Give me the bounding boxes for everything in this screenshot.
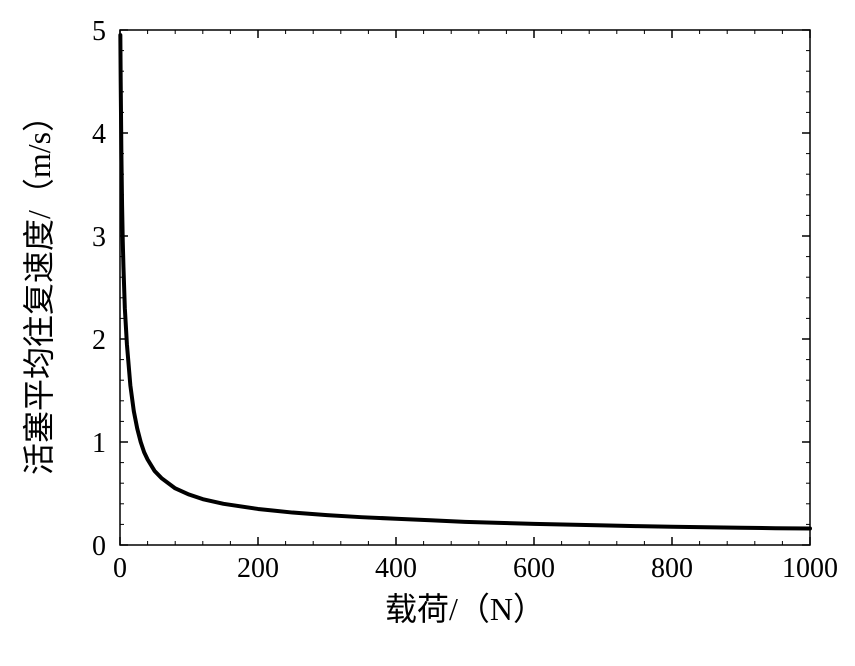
- x-tick-label: 400: [375, 553, 417, 584]
- x-tick-label: 200: [237, 553, 279, 584]
- x-axis-label: 载荷/（N）: [385, 591, 545, 627]
- y-tick-label: 3: [92, 222, 106, 253]
- y-axis-tick-labels: 0 1 2 3 4 5: [92, 16, 106, 562]
- x-axis-ticks: [120, 30, 810, 545]
- data-curve: [120, 35, 810, 528]
- y-axis-label: 活塞平均往复速度/（m/s）: [21, 100, 57, 475]
- x-tick-label: 0: [113, 553, 127, 584]
- chart-svg: 0 200 400 600 800 1000 0 1 2 3 4 5 载荷/（N） 活塞平均往复速度…: [0, 0, 855, 666]
- x-tick-label: 800: [651, 553, 693, 584]
- x-axis-tick-labels: 0 200 400 600 800 1000: [113, 553, 838, 584]
- y-tick-label: 1: [92, 428, 106, 459]
- y-tick-label: 5: [92, 16, 106, 47]
- plot-frame: [120, 30, 810, 545]
- y-tick-label: 2: [92, 325, 106, 356]
- x-tick-label: 600: [513, 553, 555, 584]
- y-tick-label: 0: [92, 531, 106, 562]
- x-tick-label: 1000: [782, 553, 838, 584]
- chart-container: 0 200 400 600 800 1000 0 1 2 3 4 5 载荷/（N） 活塞平均往复速度…: [0, 0, 855, 666]
- y-tick-label: 4: [92, 119, 106, 150]
- y-axis-ticks: [120, 30, 810, 545]
